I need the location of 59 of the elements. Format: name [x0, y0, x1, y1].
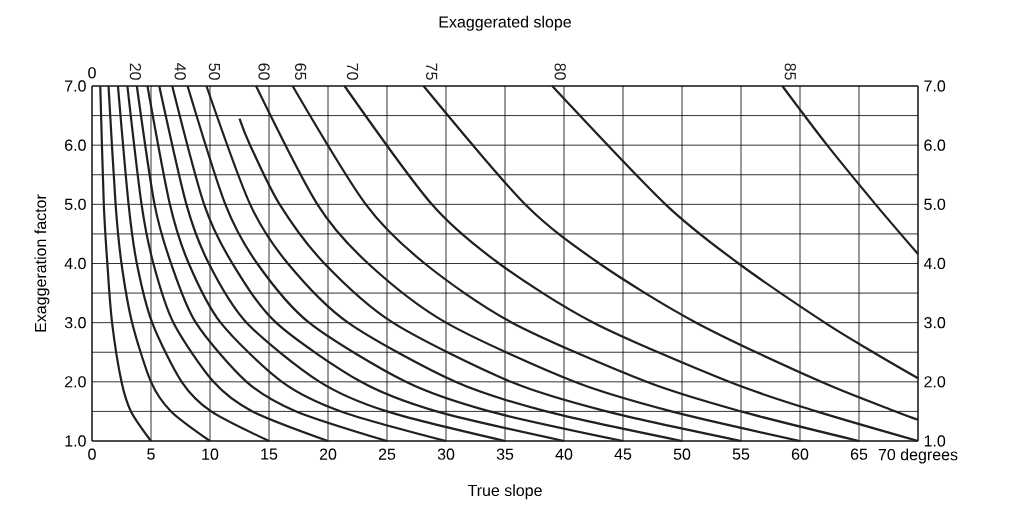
text: 85 — [784, 63, 796, 80]
y2-tick-label: 7.0 — [924, 80, 946, 92]
line-series — [107, 84, 212, 443]
x-tick-label: 10 — [202, 448, 219, 460]
y-tick-label: 2.0 — [65, 376, 86, 388]
y2-tick-label: 3.0 — [924, 317, 946, 329]
line-series — [551, 84, 920, 380]
text: 0 — [88, 67, 96, 79]
y2-tick-label: 5.0 — [924, 198, 946, 210]
x-tick-label: 20 — [319, 448, 337, 460]
line-series — [781, 84, 920, 256]
x-tick-label: 50 — [673, 448, 691, 460]
x-tick-label: 25 — [378, 448, 396, 460]
text: 70 — [346, 63, 359, 80]
x-tick-label: 5 — [147, 448, 155, 460]
y-tick-label: 7.0 — [65, 80, 86, 92]
line-series — [186, 84, 625, 443]
y2-tick-label: 1.0 — [924, 435, 946, 447]
line-series — [422, 84, 920, 421]
x-tick-label: 55 — [732, 448, 750, 460]
x-tick-label: 0 — [88, 448, 96, 460]
line-series — [254, 84, 802, 443]
y-axis-title: Exaggeration factor — [34, 194, 50, 332]
x-tick-label: 60 — [791, 448, 809, 460]
x-tick-label: 65 — [850, 448, 868, 460]
x-tick-label: 45 — [614, 448, 632, 460]
line-series — [99, 84, 153, 443]
text: 80 — [554, 63, 566, 80]
text: 50 — [208, 63, 221, 80]
y2-tick-label: 4.0 — [923, 257, 946, 270]
chart-title: Exaggerated slope — [439, 15, 571, 31]
y2-tick-label: 2.0 — [924, 376, 946, 388]
text: 40 — [174, 63, 186, 80]
x-tick-label: 35 — [496, 448, 514, 460]
y2-tick-label: 6.0 — [924, 139, 946, 151]
line-series — [135, 84, 389, 443]
text: 65 — [294, 63, 307, 80]
y-tick-label: 4.0 — [64, 257, 86, 270]
x-tick-label: 70 degrees — [878, 448, 958, 464]
line-series — [158, 84, 507, 443]
text: 60 — [258, 63, 270, 80]
x-axis-title: True slope — [467, 484, 542, 500]
line-series — [116, 84, 271, 443]
y-tick-label: 6.0 — [65, 139, 86, 151]
line-series — [205, 84, 684, 443]
y-tick-label: 3.0 — [64, 317, 86, 329]
line-series — [146, 84, 448, 443]
line-series — [171, 84, 566, 443]
line-series — [238, 117, 743, 443]
x-tick-label: 30 — [437, 448, 455, 460]
text: 20 — [129, 63, 142, 80]
line-series — [126, 84, 330, 443]
line-series — [343, 84, 920, 443]
y-tick-label: 1.0 — [65, 435, 86, 447]
x-tick-label: 15 — [261, 448, 278, 460]
x-tick-label: 40 — [555, 448, 573, 460]
y-tick-label: 5.0 — [64, 198, 86, 210]
line-series — [291, 84, 861, 443]
text: 75 — [426, 63, 438, 80]
